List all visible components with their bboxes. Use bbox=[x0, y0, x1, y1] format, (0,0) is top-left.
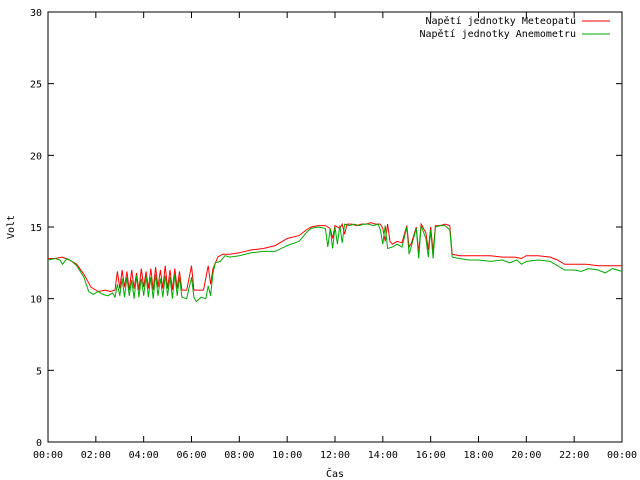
y-tick-label: 5 bbox=[36, 366, 42, 377]
x-tick-label: 02:00 bbox=[81, 450, 111, 461]
x-tick-label: 08:00 bbox=[224, 450, 254, 461]
y-tick-label: 25 bbox=[30, 80, 42, 91]
x-tick-label: 12:00 bbox=[320, 450, 350, 461]
x-tick-label: 00:00 bbox=[33, 450, 63, 461]
x-tick-label: 00:00 bbox=[607, 450, 637, 461]
x-tick-label: 16:00 bbox=[416, 450, 446, 461]
x-tick-label: 06:00 bbox=[176, 450, 206, 461]
y-axis: 0 5 10 15 20 25 30 bbox=[30, 8, 622, 449]
x-tick-label: 10:00 bbox=[272, 450, 302, 461]
y-tick-label: 30 bbox=[30, 8, 42, 19]
x-tick-label: 22:00 bbox=[559, 450, 589, 461]
x-tick-label: 04:00 bbox=[129, 450, 159, 461]
x-axis: 00:00 02:00 04:00 06:00 08:00 10:00 12:00 14:00… bbox=[33, 12, 637, 461]
y-axis-title: Volt bbox=[6, 215, 17, 239]
y-tick-label: 10 bbox=[30, 295, 42, 306]
legend: Napětí jednotky Meteopatu Napětí jednotk… bbox=[419, 15, 610, 40]
x-axis-title: Čas bbox=[326, 467, 344, 480]
series-layer bbox=[47, 222, 623, 303]
y-tick-label: 15 bbox=[30, 223, 42, 234]
x-tick-label: 20:00 bbox=[511, 450, 541, 461]
legend-label-meteopat: Napětí jednotky Meteopatu bbox=[425, 15, 576, 27]
y-tick-label: 20 bbox=[30, 151, 42, 162]
series-line-anemometr bbox=[47, 223, 623, 303]
x-tick-label: 18:00 bbox=[463, 450, 493, 461]
y-tick-label: 0 bbox=[36, 438, 42, 449]
legend-label-anemometr: Napětí jednotky Anemometru bbox=[419, 28, 576, 40]
series-line-meteopat bbox=[48, 222, 622, 293]
x-tick-label: 14:00 bbox=[368, 450, 398, 461]
